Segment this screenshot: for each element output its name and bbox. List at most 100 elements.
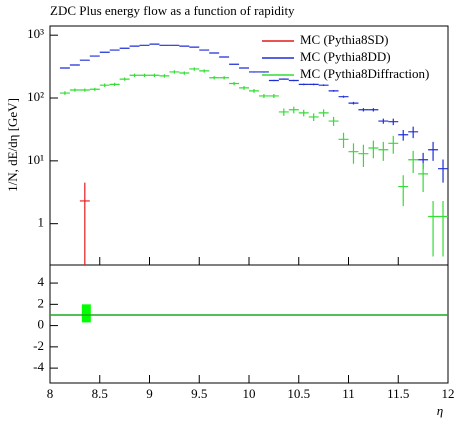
data-point xyxy=(268,93,279,99)
data-point xyxy=(109,82,120,87)
data-point xyxy=(268,79,279,82)
data-point xyxy=(229,81,240,86)
data-point xyxy=(59,67,70,69)
data-point xyxy=(139,44,150,46)
data-point xyxy=(119,77,130,81)
data-point xyxy=(169,44,180,46)
data-point xyxy=(99,51,110,53)
y-tick-label: 0 xyxy=(38,317,45,332)
data-point xyxy=(278,78,289,80)
y-tick-label: 2 xyxy=(38,295,45,310)
data-point xyxy=(189,67,200,71)
y-axis-label: 1/N, dE/dη [GeV] xyxy=(5,98,20,192)
data-point xyxy=(438,200,448,257)
x-tick-label: 10 xyxy=(243,386,256,401)
y-tick-label: -4 xyxy=(33,359,44,374)
data-point xyxy=(139,73,150,78)
data-point xyxy=(348,101,359,105)
y-tick-label: -2 xyxy=(33,338,44,353)
data-point xyxy=(328,90,339,92)
data-point xyxy=(149,43,160,45)
data-point xyxy=(398,175,409,207)
data-point xyxy=(209,52,220,54)
data-point xyxy=(149,73,160,78)
data-point xyxy=(159,74,170,78)
legend-label: MC (Pythia8SD) xyxy=(300,32,388,47)
ratio-band xyxy=(81,304,91,323)
data-point xyxy=(428,141,439,161)
data-point xyxy=(59,91,70,95)
data-point xyxy=(129,73,140,78)
data-point xyxy=(258,93,269,99)
x-tick-label: 11.5 xyxy=(387,386,409,401)
y-tick-label: 10² xyxy=(27,89,44,104)
data-point xyxy=(298,109,309,117)
data-point xyxy=(338,132,349,149)
data-point xyxy=(219,76,230,80)
y-tick-label: 1 xyxy=(38,215,45,230)
data-point xyxy=(388,135,399,154)
data-point xyxy=(69,64,80,66)
data-point xyxy=(428,200,439,257)
chart-title: ZDC Plus energy flow as a function of ra… xyxy=(50,3,295,18)
data-point xyxy=(258,71,269,73)
data-point xyxy=(408,126,419,139)
data-point xyxy=(318,109,329,117)
data-point xyxy=(79,88,90,92)
data-point xyxy=(99,83,110,87)
data-point xyxy=(129,45,140,47)
x-tick-label: 9 xyxy=(146,386,153,401)
data-point xyxy=(378,118,389,124)
data-point xyxy=(438,159,448,183)
data-point xyxy=(79,182,90,265)
x-tick-label: 10.5 xyxy=(287,386,310,401)
data-point xyxy=(278,108,289,116)
data-point xyxy=(348,143,359,164)
data-point xyxy=(358,144,369,167)
plot-area xyxy=(59,43,448,265)
data-point xyxy=(298,83,309,86)
data-point xyxy=(159,44,170,46)
x-tick-label: 8 xyxy=(47,386,54,401)
data-point xyxy=(388,118,399,126)
data-point xyxy=(119,47,130,49)
data-point xyxy=(288,106,299,114)
data-point xyxy=(328,116,339,126)
data-point xyxy=(189,46,200,48)
x-tick-label: 12 xyxy=(442,386,455,401)
data-point xyxy=(199,69,210,73)
legend-label: MC (Pythia8Diffraction) xyxy=(300,66,429,81)
data-point xyxy=(308,113,319,122)
x-axis-label: η xyxy=(437,403,443,418)
data-point xyxy=(239,86,249,90)
data-point xyxy=(308,83,319,86)
data-point xyxy=(288,79,299,82)
data-point xyxy=(408,150,419,174)
data-point xyxy=(179,71,190,75)
data-point xyxy=(418,163,429,192)
data-point xyxy=(219,56,230,58)
data-point xyxy=(378,141,389,161)
data-point xyxy=(249,71,259,73)
data-point xyxy=(358,108,369,112)
data-point xyxy=(89,87,100,91)
data-point xyxy=(239,67,249,69)
data-point xyxy=(249,89,259,93)
y-tick-label: 10³ xyxy=(27,26,44,41)
data-point xyxy=(179,45,190,47)
data-point xyxy=(209,76,220,80)
ratio-frame xyxy=(49,264,449,384)
x-tick-label: 8.5 xyxy=(92,386,108,401)
y-tick-label: 4 xyxy=(38,274,45,289)
data-point xyxy=(368,140,379,159)
data-point xyxy=(199,49,210,51)
data-point xyxy=(89,55,100,57)
x-tick-label: 11 xyxy=(342,386,355,401)
legend-label: MC (Pythia8DD) xyxy=(300,49,391,64)
data-point xyxy=(398,129,409,141)
data-point xyxy=(229,63,240,65)
data-point xyxy=(69,88,80,92)
data-point xyxy=(109,49,120,51)
y-tick-label: 10¹ xyxy=(27,152,44,167)
